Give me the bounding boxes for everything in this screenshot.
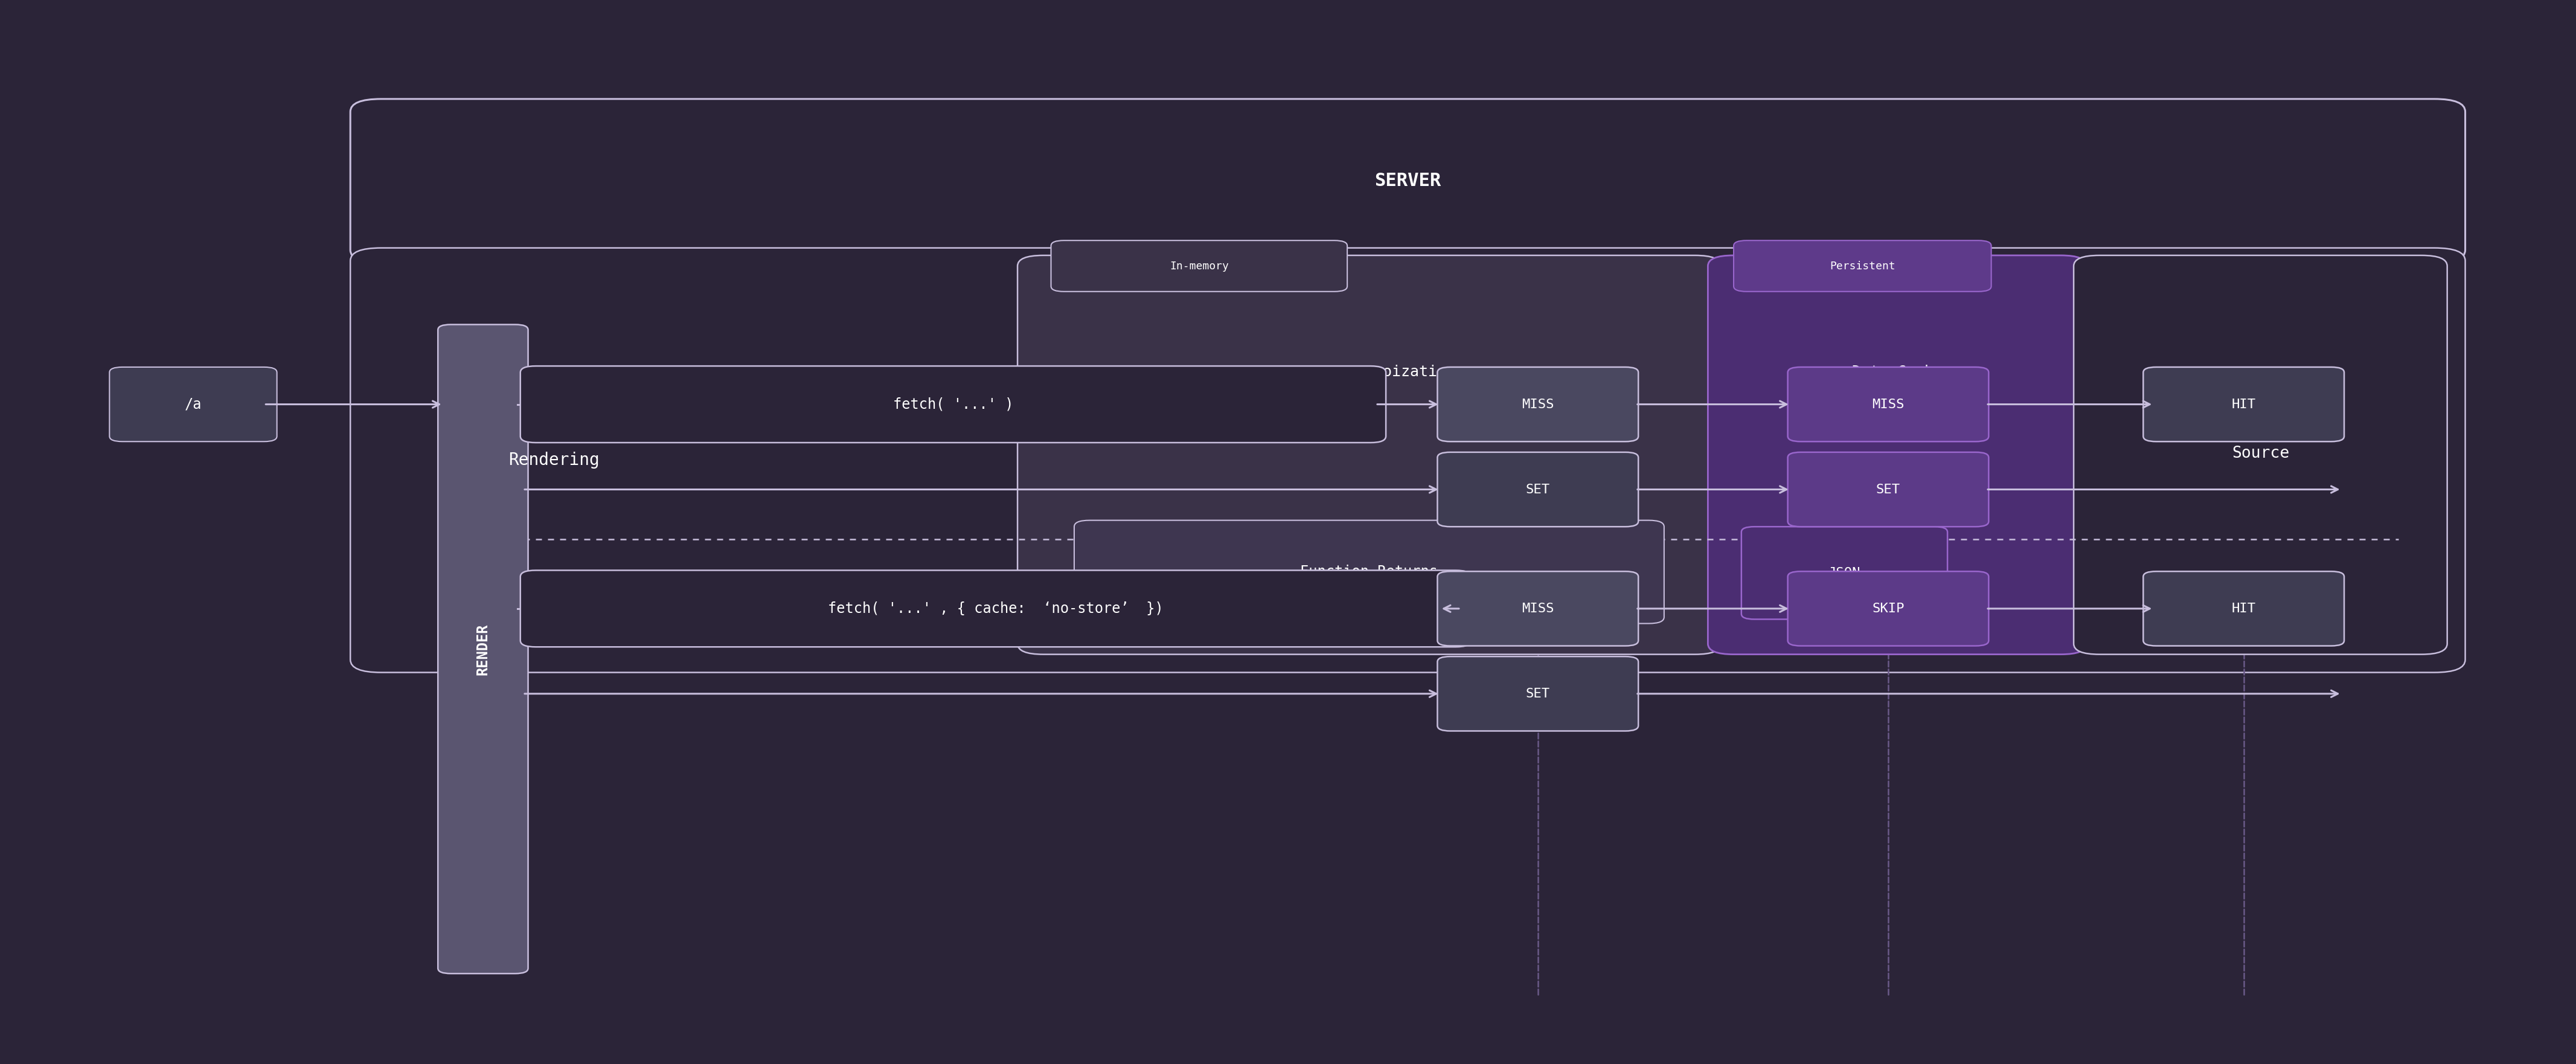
Text: SET: SET [1875, 483, 1901, 496]
Text: MISS: MISS [1522, 398, 1553, 411]
Text: MISS: MISS [1522, 602, 1553, 615]
FancyBboxPatch shape [2143, 571, 2344, 646]
FancyBboxPatch shape [1734, 240, 1991, 292]
Text: Data Cache: Data Cache [1852, 365, 1942, 379]
Text: In-memory: In-memory [1170, 261, 1229, 271]
Text: fetch( '...' ): fetch( '...' ) [894, 397, 1012, 412]
Text: HIT: HIT [2231, 602, 2257, 615]
FancyBboxPatch shape [108, 367, 278, 442]
FancyBboxPatch shape [1741, 527, 1947, 619]
FancyBboxPatch shape [1437, 452, 1638, 527]
Text: SERVER: SERVER [1376, 172, 1440, 189]
FancyBboxPatch shape [1788, 571, 1989, 646]
FancyBboxPatch shape [2074, 255, 2447, 654]
FancyBboxPatch shape [1437, 367, 1638, 442]
Text: /a: /a [185, 397, 201, 412]
FancyBboxPatch shape [1051, 240, 1347, 292]
Text: Request Memoization: Request Memoization [1283, 365, 1455, 379]
FancyBboxPatch shape [2143, 367, 2344, 442]
FancyBboxPatch shape [1437, 571, 1638, 646]
FancyBboxPatch shape [1074, 520, 1664, 624]
Text: SKIP: SKIP [1873, 602, 1904, 615]
Text: Persistent: Persistent [1829, 261, 1896, 271]
Text: Rendering: Rendering [507, 452, 600, 468]
Text: Data
Source: Data Source [2231, 428, 2290, 461]
Text: HIT: HIT [2231, 398, 2257, 411]
FancyBboxPatch shape [350, 248, 2465, 672]
Text: SET: SET [1525, 483, 1551, 496]
FancyBboxPatch shape [1708, 255, 2087, 654]
FancyBboxPatch shape [1788, 367, 1989, 442]
FancyBboxPatch shape [1788, 452, 1989, 527]
FancyBboxPatch shape [1018, 255, 1721, 654]
Text: SET: SET [1525, 687, 1551, 700]
FancyBboxPatch shape [350, 99, 2465, 263]
Text: JSON: JSON [1829, 567, 1860, 579]
FancyBboxPatch shape [520, 366, 1386, 443]
Text: RENDER: RENDER [477, 624, 489, 675]
FancyBboxPatch shape [1437, 656, 1638, 731]
FancyBboxPatch shape [438, 325, 528, 974]
FancyBboxPatch shape [520, 570, 1471, 647]
Text: Function Returns: Function Returns [1301, 565, 1437, 579]
Text: fetch( '...' , { cache:  ‘no-store’  }): fetch( '...' , { cache: ‘no-store’ }) [827, 601, 1164, 616]
Text: MISS: MISS [1873, 398, 1904, 411]
